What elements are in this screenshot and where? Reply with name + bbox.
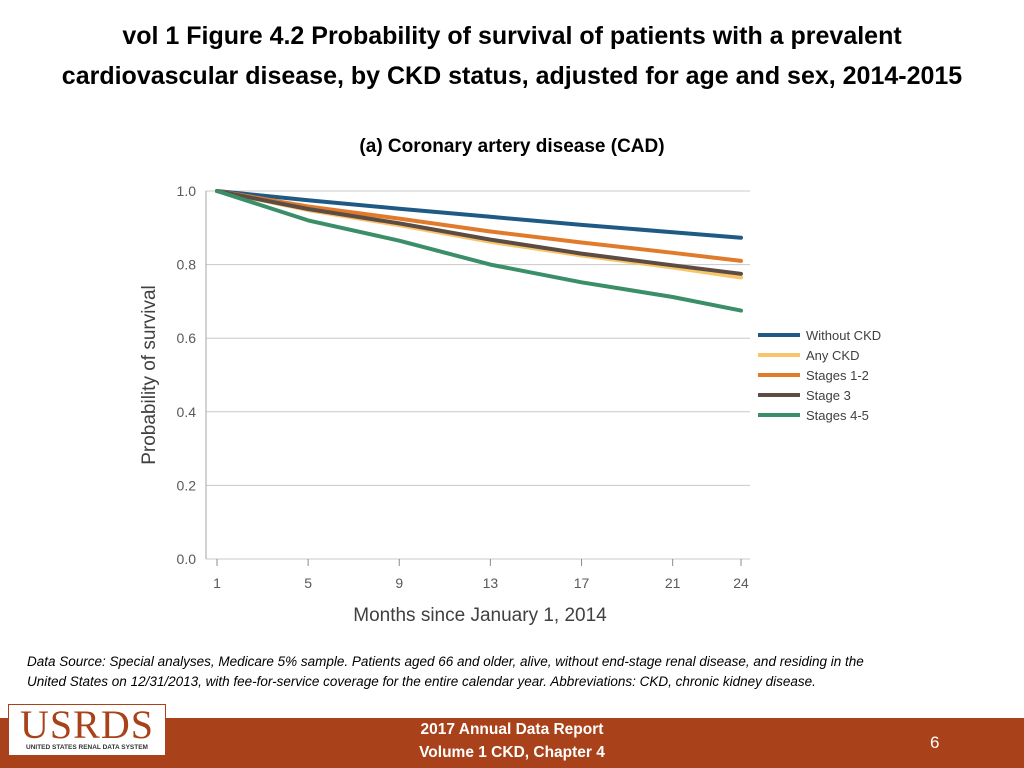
series-line-stage-3 [215, 189, 743, 276]
x-tick-label: 1 [213, 575, 221, 591]
usrds-logo-subtext: UNITED STATES RENAL DATA SYSTEM [26, 744, 148, 751]
x-tick-label: 24 [733, 575, 749, 591]
y-tick-label: 0.8 [177, 257, 197, 273]
page-number: 6 [930, 733, 940, 752]
slide-title-line-2: cardiovascular disease, by CKD status, a… [61, 62, 963, 90]
series-line-without-ckd [215, 189, 743, 240]
legend-label: Stages 1-2 [806, 368, 869, 383]
slide-title-line-1: vol 1 Figure 4.2 Probability of survival… [122, 22, 902, 50]
legend-label: Stage 3 [806, 388, 851, 403]
x-tick-label: 21 [665, 575, 681, 591]
legend-label: Any CKD [806, 348, 859, 363]
y-tick-label: 1.0 [177, 183, 197, 199]
x-tick-label: 13 [483, 575, 499, 591]
slide-title: vol 1 Figure 4.2 Probability of survival… [0, 16, 1024, 96]
x-tick-label: 9 [395, 575, 403, 591]
y-tick-label: 0.4 [177, 404, 197, 420]
chart-title: (a) Coronary artery disease (CAD) [359, 136, 665, 157]
series-line-stages-4-5 [215, 189, 743, 313]
x-axis-label: Months since January 1, 2014 [353, 605, 607, 626]
survival-chart: 0.0 0.2 0.4 0.6 0.8 1.0 1 5 9 13 17 21 24 Months sinc… [139, 183, 881, 626]
y-tick-label: 0.6 [177, 330, 197, 346]
footer-line-2: Volume 1 CKD, Chapter 4 [419, 744, 605, 761]
y-tick-label: 0.2 [177, 477, 197, 493]
footer-report-title: 2017 Annual Data Report Volume 1 CKD, Ch… [312, 718, 712, 764]
usrds-logo-text: USRDS [20, 702, 154, 747]
x-tick-label: 17 [574, 575, 590, 591]
footer-line-1: 2017 Annual Data Report [420, 721, 604, 738]
series-line-stages-1-2 [215, 189, 743, 263]
data-source-note: Data Source: Special analyses, Medicare … [27, 652, 1002, 692]
footer-bar [0, 718, 1024, 768]
legend-label: Without CKD [806, 328, 881, 343]
x-tick-label: 5 [304, 575, 312, 591]
usrds-logo: USRDS UNITED STATES RENAL DATA SYSTEM [8, 704, 166, 756]
data-source-line-1: Data Source: Special analyses, Medicare … [27, 654, 864, 669]
data-source-line-2: United States on 12/31/2013, with fee-fo… [27, 674, 816, 689]
y-tick-label: 0.0 [177, 551, 197, 567]
legend-label: Stages 4-5 [806, 408, 869, 423]
y-axis-label: Probability of survival [139, 285, 160, 465]
